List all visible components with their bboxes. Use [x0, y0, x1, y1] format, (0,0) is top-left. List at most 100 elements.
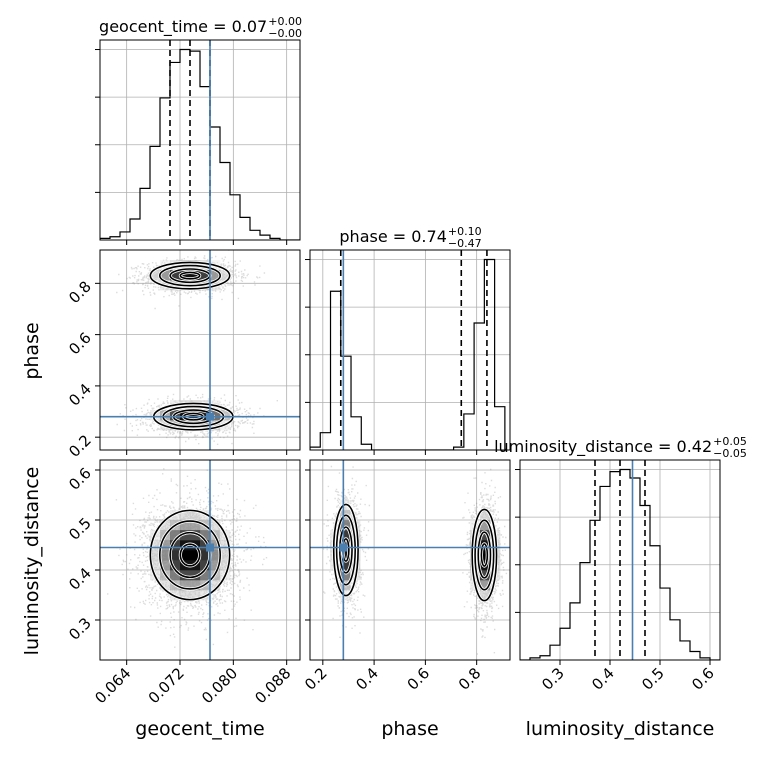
- density-cell: [210, 540, 221, 551]
- density-cell: [480, 510, 491, 521]
- histogram-geocent-time: [100, 48, 300, 240]
- density-cell: [210, 270, 221, 281]
- contour-3: [335, 514, 356, 586]
- panel-title-lower-phase: −0.47: [448, 237, 482, 250]
- x-tick-label-geocent-time: 0.080: [198, 664, 241, 707]
- sample-points: [107, 468, 268, 648]
- density-cell: [190, 410, 201, 421]
- density-cell: [340, 520, 351, 531]
- y-axis-labels: phase luminosity_distance: [21, 322, 43, 655]
- panel-frame: [309, 249, 511, 451]
- x-tick-label-geocent-time: 0.064: [91, 664, 134, 707]
- y-tick-label-phase: 0.8: [65, 277, 95, 307]
- density-cell: [200, 540, 211, 551]
- x-tick-label-geocent-time: 0.072: [145, 664, 188, 707]
- density-cell: [190, 580, 201, 591]
- panel-frame: [99, 249, 301, 451]
- panel-luminosity-distance-vs-phase: [309, 459, 511, 661]
- density-cell: [180, 270, 191, 281]
- contour-3: [474, 519, 495, 591]
- density-cell: [200, 530, 211, 541]
- x-tick-label-geocent-time: 0.088: [251, 664, 294, 707]
- density-cell: [170, 570, 181, 581]
- density-cell: [170, 550, 181, 561]
- y-tick-label-phase: 0.4: [65, 380, 95, 410]
- contour-4: [332, 503, 359, 597]
- x-axis-label-geocent-time: geocent_time: [135, 718, 264, 740]
- density-cell: [210, 580, 221, 591]
- y-tick-label-luminosity-distance: 0.4: [65, 564, 95, 594]
- x-tick-label-luminosity-distance: 0.6: [688, 664, 718, 694]
- contour-1: [179, 271, 201, 280]
- density-cell: [190, 510, 201, 521]
- density-cell: [340, 560, 351, 571]
- x-axis-label-phase: phase: [381, 718, 438, 740]
- panel-luminosity-distance-vs-geocent-time: [99, 459, 301, 661]
- density-cell: [480, 580, 491, 591]
- density-cell: [190, 590, 201, 601]
- density-cell: [150, 540, 161, 551]
- density-cell: [160, 550, 171, 561]
- density-cell: [190, 520, 201, 531]
- density-cell: [210, 520, 221, 531]
- density-cell: [190, 530, 201, 541]
- panel-title-lower-geocent-time: −0.00: [268, 27, 302, 40]
- density-cell: [200, 560, 211, 571]
- density-cell: [210, 560, 221, 571]
- density-cell: [340, 550, 351, 561]
- density-cell: [170, 540, 181, 551]
- x-tick-label-phase: 0.6: [404, 664, 434, 694]
- density-cell: [200, 410, 211, 421]
- x-tick-label-luminosity-distance: 0.3: [538, 664, 568, 694]
- density-cell: [170, 530, 181, 541]
- density-cell: [200, 550, 211, 561]
- density-cell: [180, 580, 191, 591]
- x-tick-label-phase: 0.8: [455, 664, 485, 694]
- density-cell: [210, 410, 221, 421]
- x-tick-label-luminosity-distance: 0.4: [588, 664, 618, 694]
- contour-4: [149, 261, 231, 290]
- y-tick-label-phase: 0.2: [65, 431, 95, 461]
- panel-title-upper-phase: +0.10: [448, 225, 482, 238]
- density-cell: [160, 540, 171, 551]
- contour-1: [179, 543, 201, 567]
- panel-phase-vs-geocent-time: [99, 249, 301, 451]
- density-cell: [180, 510, 191, 521]
- density-cell: [340, 570, 351, 581]
- density-cell: [160, 270, 171, 281]
- density-cell: [190, 270, 201, 281]
- density-cell: [220, 270, 231, 281]
- density-cell: [220, 410, 231, 421]
- density-cell: [480, 550, 491, 561]
- density-cell: [200, 260, 211, 271]
- density-cell: [220, 540, 231, 551]
- density-cell: [220, 560, 231, 571]
- density-cell: [160, 520, 171, 531]
- histogram-phase: [310, 258, 506, 450]
- x-tick-label-phase: 0.4: [352, 664, 382, 694]
- density-cell: [180, 530, 191, 541]
- panel-frame: [99, 459, 301, 661]
- panel-hist-geocent-time: geocent_time = 0.07 +0.00−0.00: [95, 15, 302, 241]
- density-cell: [180, 550, 191, 561]
- x-tick-label-phase: 0.2: [301, 664, 331, 694]
- density-cell: [180, 520, 191, 531]
- density-cell: [210, 550, 221, 561]
- contour-3: [159, 264, 221, 287]
- density-cell: [160, 580, 171, 591]
- contour-2: [477, 531, 492, 579]
- y-axis-label-luminosity-distance: luminosity_distance: [21, 467, 43, 656]
- panel-frame: [519, 459, 721, 661]
- panel-title-upper-geocent-time: +0.00: [268, 15, 302, 28]
- y-tick-label-luminosity-distance: 0.5: [65, 514, 95, 544]
- density-cell: [200, 570, 211, 581]
- density-cell: [150, 270, 161, 281]
- density-cell: [190, 550, 201, 561]
- panel-title-lower-luminosity-distance: −0.05: [713, 447, 747, 460]
- panel-title-luminosity-distance: luminosity_distance = 0.42: [494, 437, 712, 457]
- panel-title-geocent-time: geocent_time = 0.07: [99, 17, 267, 37]
- density-cell: [180, 590, 191, 601]
- panel-frame: [99, 39, 301, 241]
- panel-content: [100, 460, 300, 660]
